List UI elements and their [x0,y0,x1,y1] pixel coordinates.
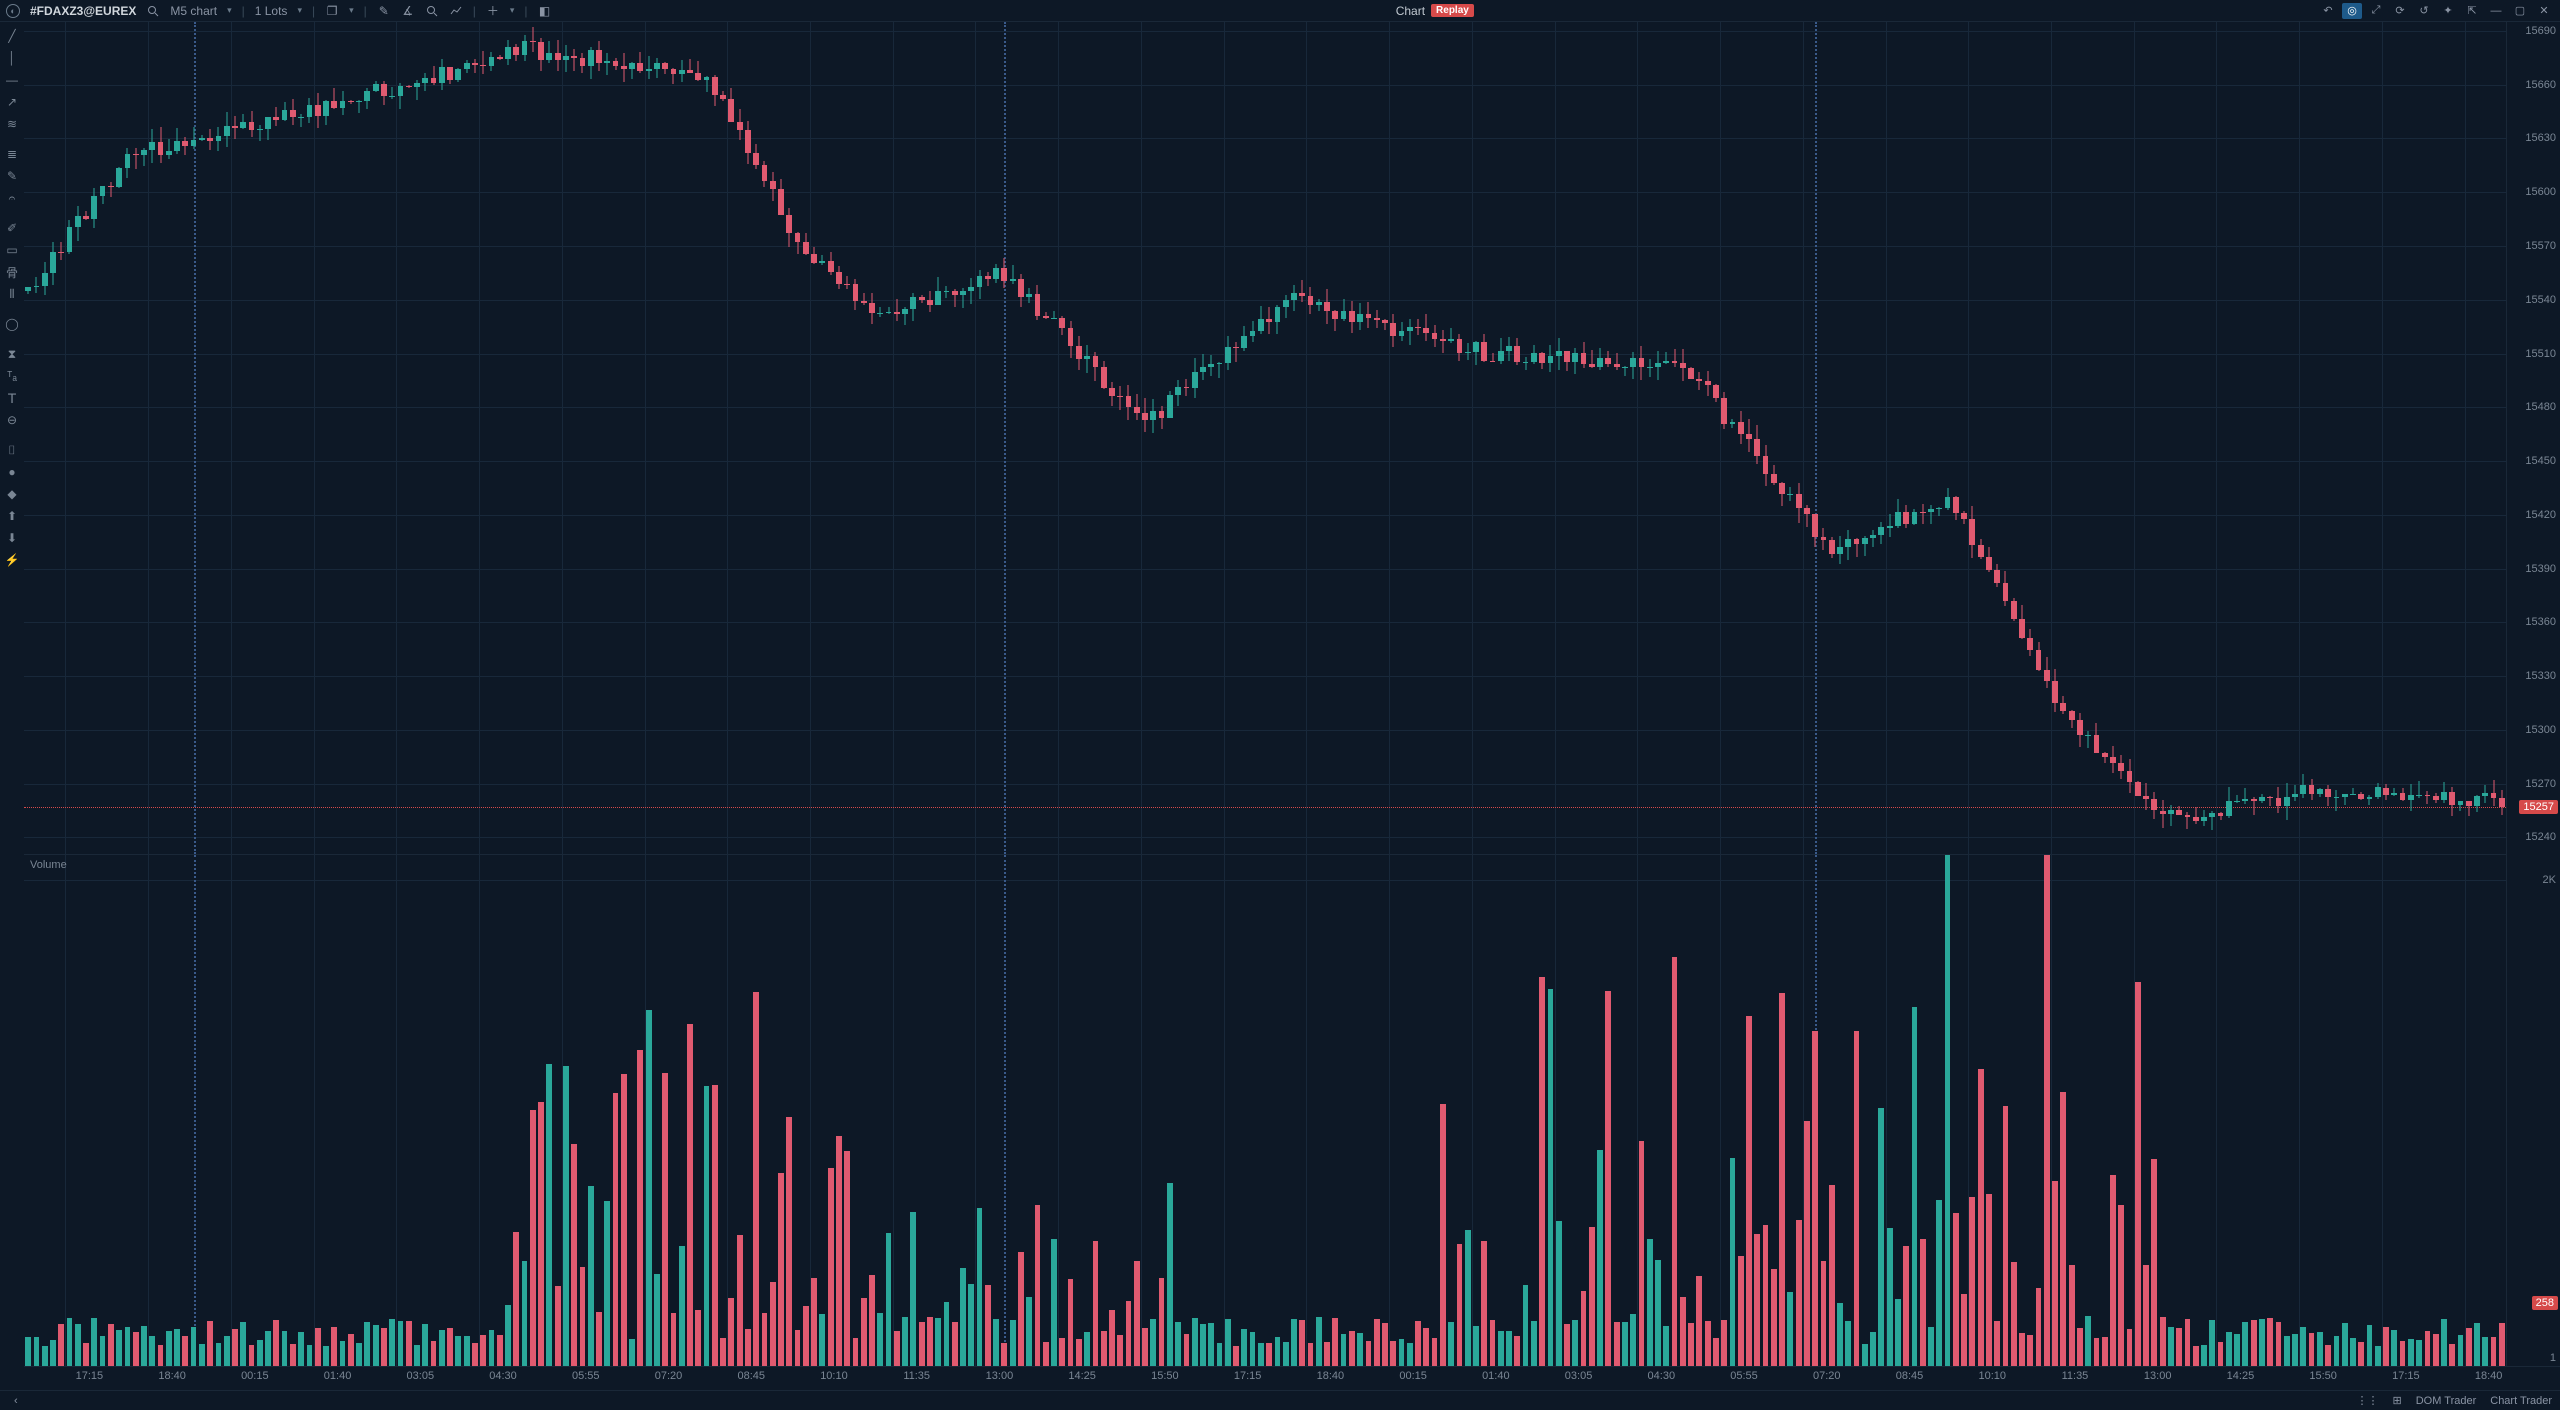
marker-tool[interactable]: ✐ [2,218,22,238]
last-volume-marker: 258 [2532,1296,2558,1310]
x-tick: 04:30 [489,1370,517,1382]
minimize-icon[interactable]: — [2486,3,2506,19]
angle-icon[interactable]: ∡ [401,4,415,18]
x-tick: 04:30 [1648,1370,1676,1382]
target-icon[interactable]: ◎ [2342,3,2362,19]
chevron-down-icon: ▾ [227,5,232,16]
diag-line-tool[interactable]: ╱ [2,26,22,46]
x-tick: 07:20 [655,1370,683,1382]
drawing-tool-dock: ╱│—↗≋ ≣✎𝄐 ✐▭⾻⦀ ◯ ⧗ᵀₐT⊖ ⌷●◆⬆⬇⚡ [0,22,24,1390]
x-tick: 00:15 [241,1370,269,1382]
remove-tool[interactable]: ⊖ [2,410,22,430]
pencil-tool[interactable]: ✎ [2,166,22,186]
x-tick: 15:50 [1151,1370,1179,1382]
x-tick: 07:20 [1813,1370,1841,1382]
x-tick: 17:15 [76,1370,104,1382]
window-title: Chart [1396,4,1425,18]
close-icon[interactable]: ✕ [2534,3,2554,19]
x-tick: 08:45 [737,1370,765,1382]
expand-icon[interactable]: ⤢ [2366,3,2386,19]
x-tick: 18:40 [1317,1370,1345,1382]
x-tick: 18:40 [158,1370,186,1382]
search-icon[interactable] [146,4,160,18]
dot-fill-tool[interactable]: ● [2,462,22,482]
arrow-up-tool[interactable]: ⬆ [2,506,22,526]
shape-rect-tool[interactable]: ▭ [2,240,22,260]
x-tick: 10:10 [1978,1370,2006,1382]
shape-bars-tool[interactable]: ⦀ [2,284,22,304]
arrow-tool[interactable]: ↗ [2,92,22,112]
vert-line-tool[interactable]: │ [2,48,22,68]
screenshot-tool[interactable]: ⌷ [2,440,22,460]
x-tick: 13:00 [2144,1370,2172,1382]
volume-pane-label: Volume [30,859,67,871]
lots-selector[interactable]: 1 Lots [255,4,288,18]
last-price-marker: 15257 [2519,800,2558,814]
chart-trader-button[interactable]: Chart Trader [2490,1395,2552,1407]
time-label-tool[interactable]: ⧗ [2,344,22,364]
x-tick: 05:55 [1730,1370,1758,1382]
chevron-down-icon: ▾ [349,5,354,16]
bolt-tool[interactable]: ⚡ [2,550,22,570]
statusbar-item[interactable]: ⊞ [2393,1394,2402,1407]
x-tick: 17:15 [2392,1370,2420,1382]
x-tick: 18:40 [2475,1370,2503,1382]
refresh-icon[interactable]: ⟳ [2390,3,2410,19]
x-tick: 01:40 [324,1370,352,1382]
volume-chart-pane[interactable]: Volume [24,855,2506,1366]
diamond-tool[interactable]: ◆ [2,484,22,504]
x-tick: 00:15 [1399,1370,1427,1382]
chevron-down-icon: ▾ [297,5,302,16]
arrow-down-tool[interactable]: ⬇ [2,528,22,548]
statusbar-item[interactable]: ⋮⋮ [2357,1394,2379,1407]
chevron-down-icon: ▾ [510,5,515,16]
zoom-icon[interactable] [425,4,439,18]
timeframe-selector[interactable]: M5 chart [170,4,217,18]
x-tick: 14:25 [2227,1370,2255,1382]
symbol-label[interactable]: #FDAXZ3@EUREX [30,4,136,18]
windows-icon[interactable]: ❐ [325,4,339,18]
x-tick: 03:05 [407,1370,435,1382]
dom-trader-button[interactable]: DOM Trader [2416,1395,2477,1407]
layout-icon[interactable]: ◧ [538,4,552,18]
x-tick: 01:40 [1482,1370,1510,1382]
titlebar: ◐ #FDAXZ3@EUREX M5 chart ▾ | 1 Lots ▾ | … [0,0,2560,22]
channels-tool[interactable]: ≋ [2,114,22,134]
dock-icon[interactable]: ⇱ [2462,3,2482,19]
plus-icon[interactable]: ＋ [486,4,500,18]
undo-icon[interactable]: ↶ [2318,3,2338,19]
x-tick: 05:55 [572,1370,600,1382]
x-tick: 10:10 [820,1370,848,1382]
x-tick: 03:05 [1565,1370,1593,1382]
app-logo-icon: ◐ [6,4,20,18]
text-label-tool[interactable]: ᵀₐ [2,366,22,386]
x-tick: 08:45 [1896,1370,1924,1382]
fib-tool[interactable]: ≣ [2,144,22,164]
x-tick: 13:00 [986,1370,1014,1382]
x-tick: 11:35 [2062,1370,2089,1382]
horiz-line-tool[interactable]: — [2,70,22,90]
brush-tool[interactable]: 𝄐 [2,188,22,208]
x-axis[interactable]: 17:15 18:40 00:15 01:40 03:05 04:30 05:55 07:20… [24,1366,2560,1390]
back-icon[interactable]: ‹ [14,1395,18,1407]
x-tick: 11:35 [903,1370,930,1382]
maximize-icon[interactable]: ▢ [2510,3,2530,19]
reset-icon[interactable]: ↺ [2414,3,2434,19]
y-axis[interactable]: 1569015660156301560015570155401551015480… [2506,22,2560,1366]
replay-badge[interactable]: Replay [1431,4,1474,17]
price-chart-pane[interactable] [24,22,2506,855]
shape-ellipse-tool[interactable]: ◯ [2,314,22,334]
shape-align-tool[interactable]: ⾻ [2,262,22,282]
x-tick: 15:50 [2309,1370,2337,1382]
x-tick: 17:15 [1234,1370,1262,1382]
settings-icon[interactable]: ✦ [2438,3,2458,19]
status-bar: ‹ ⋮⋮ ⊞ DOM Trader Chart Trader [0,1390,2560,1410]
text-big-tool[interactable]: T [2,388,22,408]
x-tick: 14:25 [1068,1370,1096,1382]
analytics-icon[interactable] [449,4,463,18]
pencil-icon[interactable]: ✎ [377,4,391,18]
